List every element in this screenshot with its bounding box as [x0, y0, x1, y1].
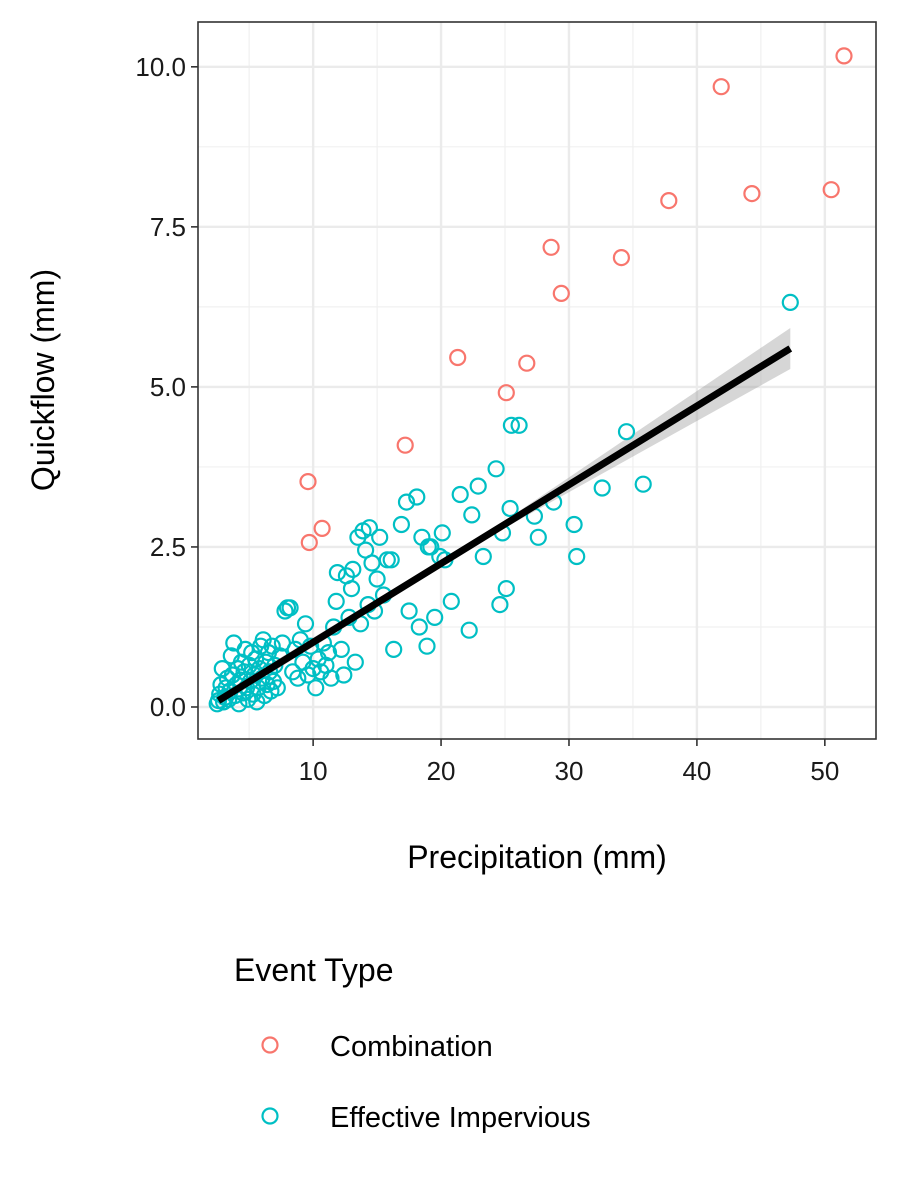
x-axis-ticks: 10 20 30 40 50 — [299, 739, 839, 786]
point-combination — [743, 185, 761, 203]
y-tick-label: 7.5 — [150, 212, 186, 242]
y-axis-ticks: 0.0 2.5 5.0 7.5 10.0 — [135, 52, 198, 722]
point-effective-impervious — [392, 515, 410, 534]
x-tick-label: 30 — [555, 756, 584, 786]
legend-key-combination — [261, 1036, 279, 1054]
point-effective-impervious — [335, 666, 353, 684]
point-effective-impervious — [296, 615, 315, 633]
point-combination — [542, 238, 560, 256]
point-combination — [449, 348, 467, 367]
point-effective-impervious — [781, 293, 799, 311]
point-combination — [552, 284, 570, 302]
point-effective-impervious — [418, 637, 436, 655]
trend-line-layer — [216, 345, 793, 704]
y-tick-label: 10.0 — [135, 52, 186, 82]
point-effective-impervious — [319, 643, 338, 662]
point-effective-impervious — [593, 479, 611, 497]
point-effective-impervious — [344, 560, 362, 579]
point-effective-impervious — [502, 416, 520, 434]
point-effective-impervious — [342, 579, 361, 598]
plot-panel — [197, 21, 877, 740]
point-effective-impervious — [487, 460, 505, 478]
point-effective-impervious — [568, 547, 586, 566]
x-tick-label: 50 — [810, 756, 839, 786]
legend-label-combination: Combination — [330, 1031, 493, 1063]
point-combination — [300, 533, 318, 552]
point-combination — [518, 354, 536, 372]
point-effective-impervious — [408, 488, 426, 506]
x-tick-label: 20 — [427, 756, 456, 786]
point-combination — [822, 181, 840, 199]
point-effective-impervious — [346, 653, 364, 671]
point-effective-impervious — [529, 528, 547, 546]
x-axis-title: Precipitation (mm) — [407, 839, 667, 875]
point-combination — [396, 436, 414, 454]
point-effective-impervious — [634, 475, 652, 493]
legend-label-effective-impervious: Effective Impervious — [330, 1102, 591, 1134]
point-effective-impervious — [304, 659, 322, 678]
point-combination — [313, 519, 331, 538]
point-effective-impervious — [360, 519, 378, 537]
y-tick-label: 2.5 — [150, 532, 186, 562]
grid-minor — [198, 22, 876, 739]
trend-line — [216, 345, 793, 704]
point-effective-impervious — [510, 416, 528, 434]
point-effective-impervious — [422, 538, 440, 556]
point-combination — [497, 384, 515, 402]
point-effective-impervious — [382, 551, 400, 569]
point-effective-impervious — [469, 477, 487, 495]
point-effective-impervious — [410, 618, 428, 636]
point-effective-impervious — [491, 595, 509, 614]
point-effective-impervious — [332, 640, 350, 659]
point-effective-impervious — [230, 695, 248, 713]
point-effective-impervious — [307, 679, 325, 697]
point-combination — [612, 249, 631, 267]
legend: Event Type Combination Effective Impervi… — [234, 952, 591, 1134]
point-effective-impervious — [281, 599, 299, 617]
point-effective-impervious — [426, 608, 444, 627]
point-effective-impervious — [451, 485, 469, 504]
point-effective-impervious — [385, 640, 403, 659]
y-axis-title: Quickflow (mm) — [25, 269, 61, 491]
point-effective-impervious — [239, 690, 257, 708]
point-effective-impervious — [565, 515, 583, 534]
point-effective-impervious — [463, 506, 481, 524]
x-tick-label: 40 — [682, 756, 711, 786]
x-tick-label: 10 — [299, 756, 328, 786]
point-effective-impervious — [501, 499, 519, 518]
point-effective-impervious — [474, 547, 492, 566]
point-combination — [835, 47, 853, 65]
plot-border — [197, 21, 877, 740]
point-effective-impervious — [460, 621, 478, 639]
point-effective-impervious — [368, 570, 386, 588]
point-combination — [712, 78, 730, 96]
point-effective-impervious — [397, 493, 416, 511]
point-combination — [299, 473, 317, 491]
y-tick-label: 0.0 — [150, 692, 186, 722]
point-effective-impervious — [268, 679, 286, 697]
point-effective-impervious — [617, 423, 636, 441]
point-effective-impervious — [322, 669, 340, 687]
point-effective-impervious — [400, 602, 418, 620]
legend-key-effective-impervious — [261, 1107, 279, 1125]
y-tick-label: 5.0 — [150, 372, 186, 402]
point-effective-impervious — [266, 656, 284, 675]
point-effective-impervious — [433, 524, 451, 542]
legend-title: Event Type — [234, 952, 394, 988]
point-effective-impervious — [371, 528, 389, 546]
point-effective-impervious — [442, 592, 460, 611]
point-combination — [660, 192, 678, 210]
point-effective-impervious — [327, 592, 345, 611]
point-effective-impervious — [289, 669, 307, 687]
point-effective-impervious — [497, 579, 515, 598]
